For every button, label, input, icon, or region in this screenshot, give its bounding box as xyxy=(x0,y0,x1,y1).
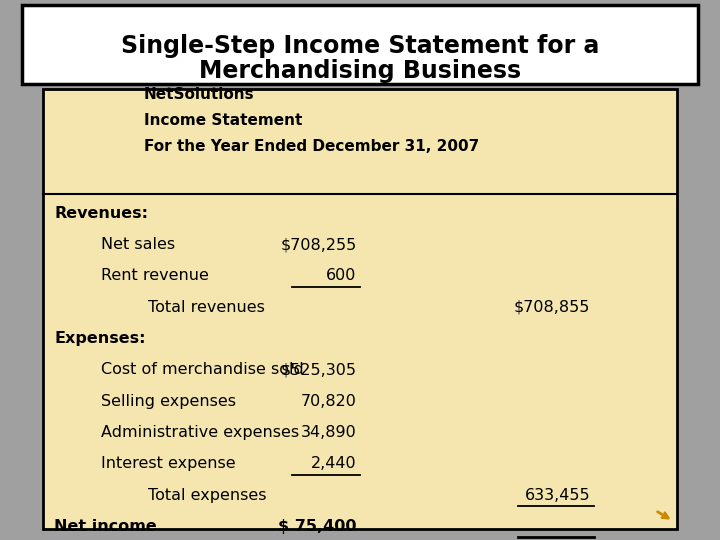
Text: 600: 600 xyxy=(326,268,356,284)
Text: $708,855: $708,855 xyxy=(514,300,590,315)
Text: 70,820: 70,820 xyxy=(300,394,356,409)
Text: Cost of merchandise sold: Cost of merchandise sold xyxy=(101,362,304,377)
Text: NetSolutions: NetSolutions xyxy=(144,87,255,102)
Text: 633,455: 633,455 xyxy=(525,488,590,503)
Text: Single-Step Income Statement for a: Single-Step Income Statement for a xyxy=(121,34,599,58)
Text: Expenses:: Expenses: xyxy=(54,331,145,346)
Text: Net income: Net income xyxy=(54,519,157,534)
Text: Selling expenses: Selling expenses xyxy=(101,394,236,409)
Text: Total expenses: Total expenses xyxy=(148,488,266,503)
Bar xyxy=(22,5,698,84)
Text: Net sales: Net sales xyxy=(101,237,175,252)
Text: Revenues:: Revenues: xyxy=(54,206,148,221)
Text: Rent revenue: Rent revenue xyxy=(101,268,209,284)
Text: 2,440: 2,440 xyxy=(311,456,356,471)
Text: $525,305: $525,305 xyxy=(280,362,356,377)
Bar xyxy=(43,89,677,529)
Text: For the Year Ended December 31, 2007: For the Year Ended December 31, 2007 xyxy=(144,139,480,154)
Text: $708,255: $708,255 xyxy=(280,237,356,252)
Text: 34,890: 34,890 xyxy=(301,425,356,440)
Text: Interest expense: Interest expense xyxy=(101,456,235,471)
Text: $ 75,400: $ 75,400 xyxy=(278,519,356,534)
Text: Administrative expenses: Administrative expenses xyxy=(101,425,299,440)
Text: Total revenues: Total revenues xyxy=(148,300,264,315)
Text: Merchandising Business: Merchandising Business xyxy=(199,59,521,83)
Text: Income Statement: Income Statement xyxy=(144,113,302,128)
